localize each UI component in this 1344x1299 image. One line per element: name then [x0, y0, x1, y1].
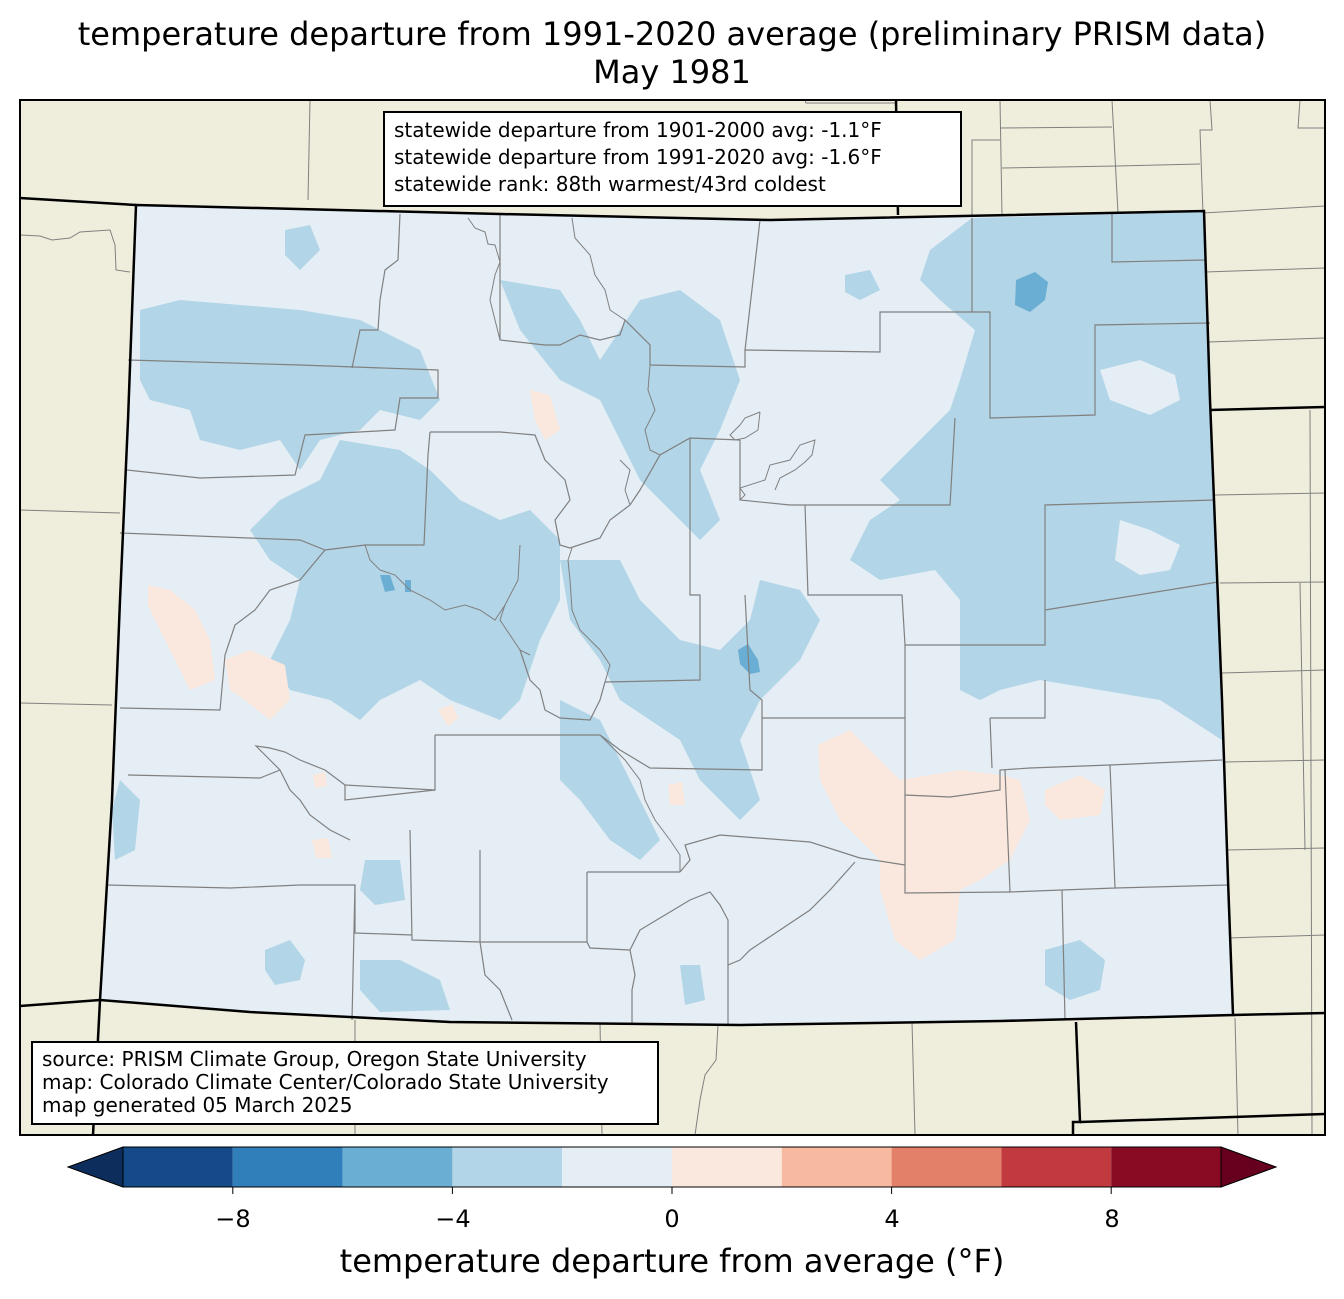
colorbar-bin	[342, 1147, 453, 1187]
colorbar-bin	[232, 1147, 343, 1187]
colorbar-bin	[562, 1147, 672, 1187]
warm-anomaly-regions	[148, 390, 1105, 960]
colorbar-under-extension	[66, 1146, 124, 1188]
credits-line-2: map: Colorado Climate Center/Colorado St…	[42, 1070, 609, 1094]
colorbar-bin	[452, 1147, 563, 1187]
colorbar	[66, 1146, 1278, 1194]
neighbor-county-lines	[19, 99, 1326, 1136]
colorbar-bin	[1001, 1147, 1112, 1187]
colorbar-bin	[672, 1147, 782, 1187]
colorbar-tick-label: −4	[435, 1205, 471, 1233]
colorbar-bin	[891, 1147, 1002, 1187]
statewide-stats-box: statewide departure from 1901-2000 avg: …	[383, 111, 962, 207]
stats-line-2: statewide departure from 1991-2020 avg: …	[394, 145, 882, 169]
map-subtitle: May 1981	[593, 53, 751, 91]
colorbar-bin	[781, 1147, 892, 1187]
colorbar-over-extension	[1220, 1146, 1278, 1188]
credits-box: source: PRISM Climate Group, Oregon Stat…	[31, 1041, 659, 1125]
colorbar-bin	[1111, 1147, 1221, 1187]
map-title: temperature departure from 1991-2020 ave…	[77, 15, 1267, 53]
stats-line-3: statewide rank: 88th warmest/43rd coldes…	[394, 172, 826, 196]
colorbar-label: temperature departure from average (°F)	[339, 1242, 1005, 1280]
colorbar-tick-label: 4	[884, 1205, 900, 1233]
county-boundaries-detailed	[364, 217, 816, 872]
colorbar-tick-label: 0	[664, 1205, 680, 1233]
map-frame	[19, 99, 1326, 1136]
colorbar-tick-label: −8	[215, 1205, 251, 1233]
credits-line-1: source: PRISM Climate Group, Oregon Stat…	[42, 1047, 587, 1071]
colorbar-bin	[123, 1147, 233, 1187]
colorado-border	[98, 203, 1235, 1027]
credits-line-3: map generated 05 March 2025	[42, 1093, 353, 1117]
stats-line-1: statewide departure from 1901-2000 avg: …	[394, 118, 882, 142]
cold-anomaly-spots	[380, 272, 1048, 674]
county-boundaries	[106, 213, 1229, 1025]
colorbar-tick-label: 8	[1104, 1205, 1120, 1233]
